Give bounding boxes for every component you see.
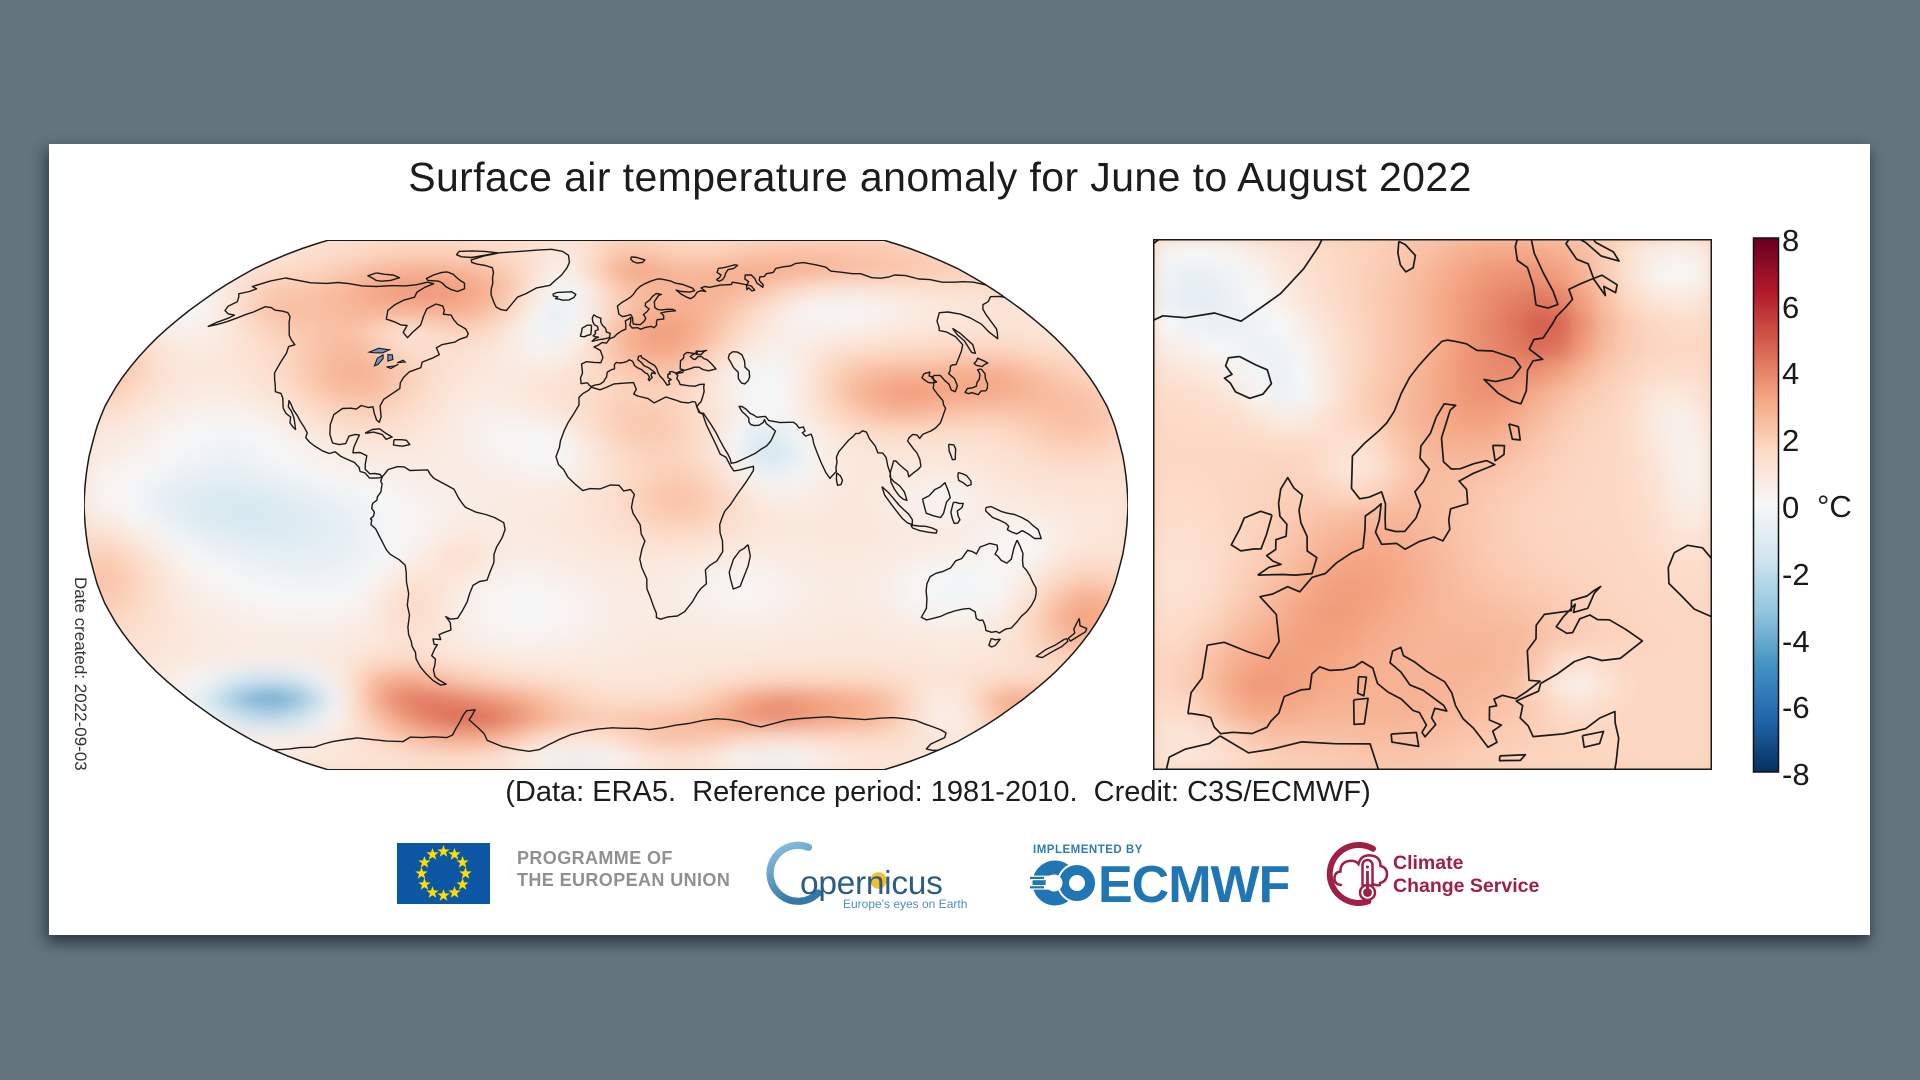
svg-text:Europe's eyes on Earth: Europe's eyes on Earth: [843, 897, 967, 911]
svg-text:IMPLEMENTED BY: IMPLEMENTED BY: [1033, 844, 1143, 856]
svg-text:Change Service: Change Service: [1393, 875, 1539, 897]
svg-text:ECMWF: ECMWF: [1098, 856, 1289, 910]
svg-text:Climate: Climate: [1393, 852, 1464, 874]
svg-text:opernicus: opernicus: [800, 865, 943, 902]
